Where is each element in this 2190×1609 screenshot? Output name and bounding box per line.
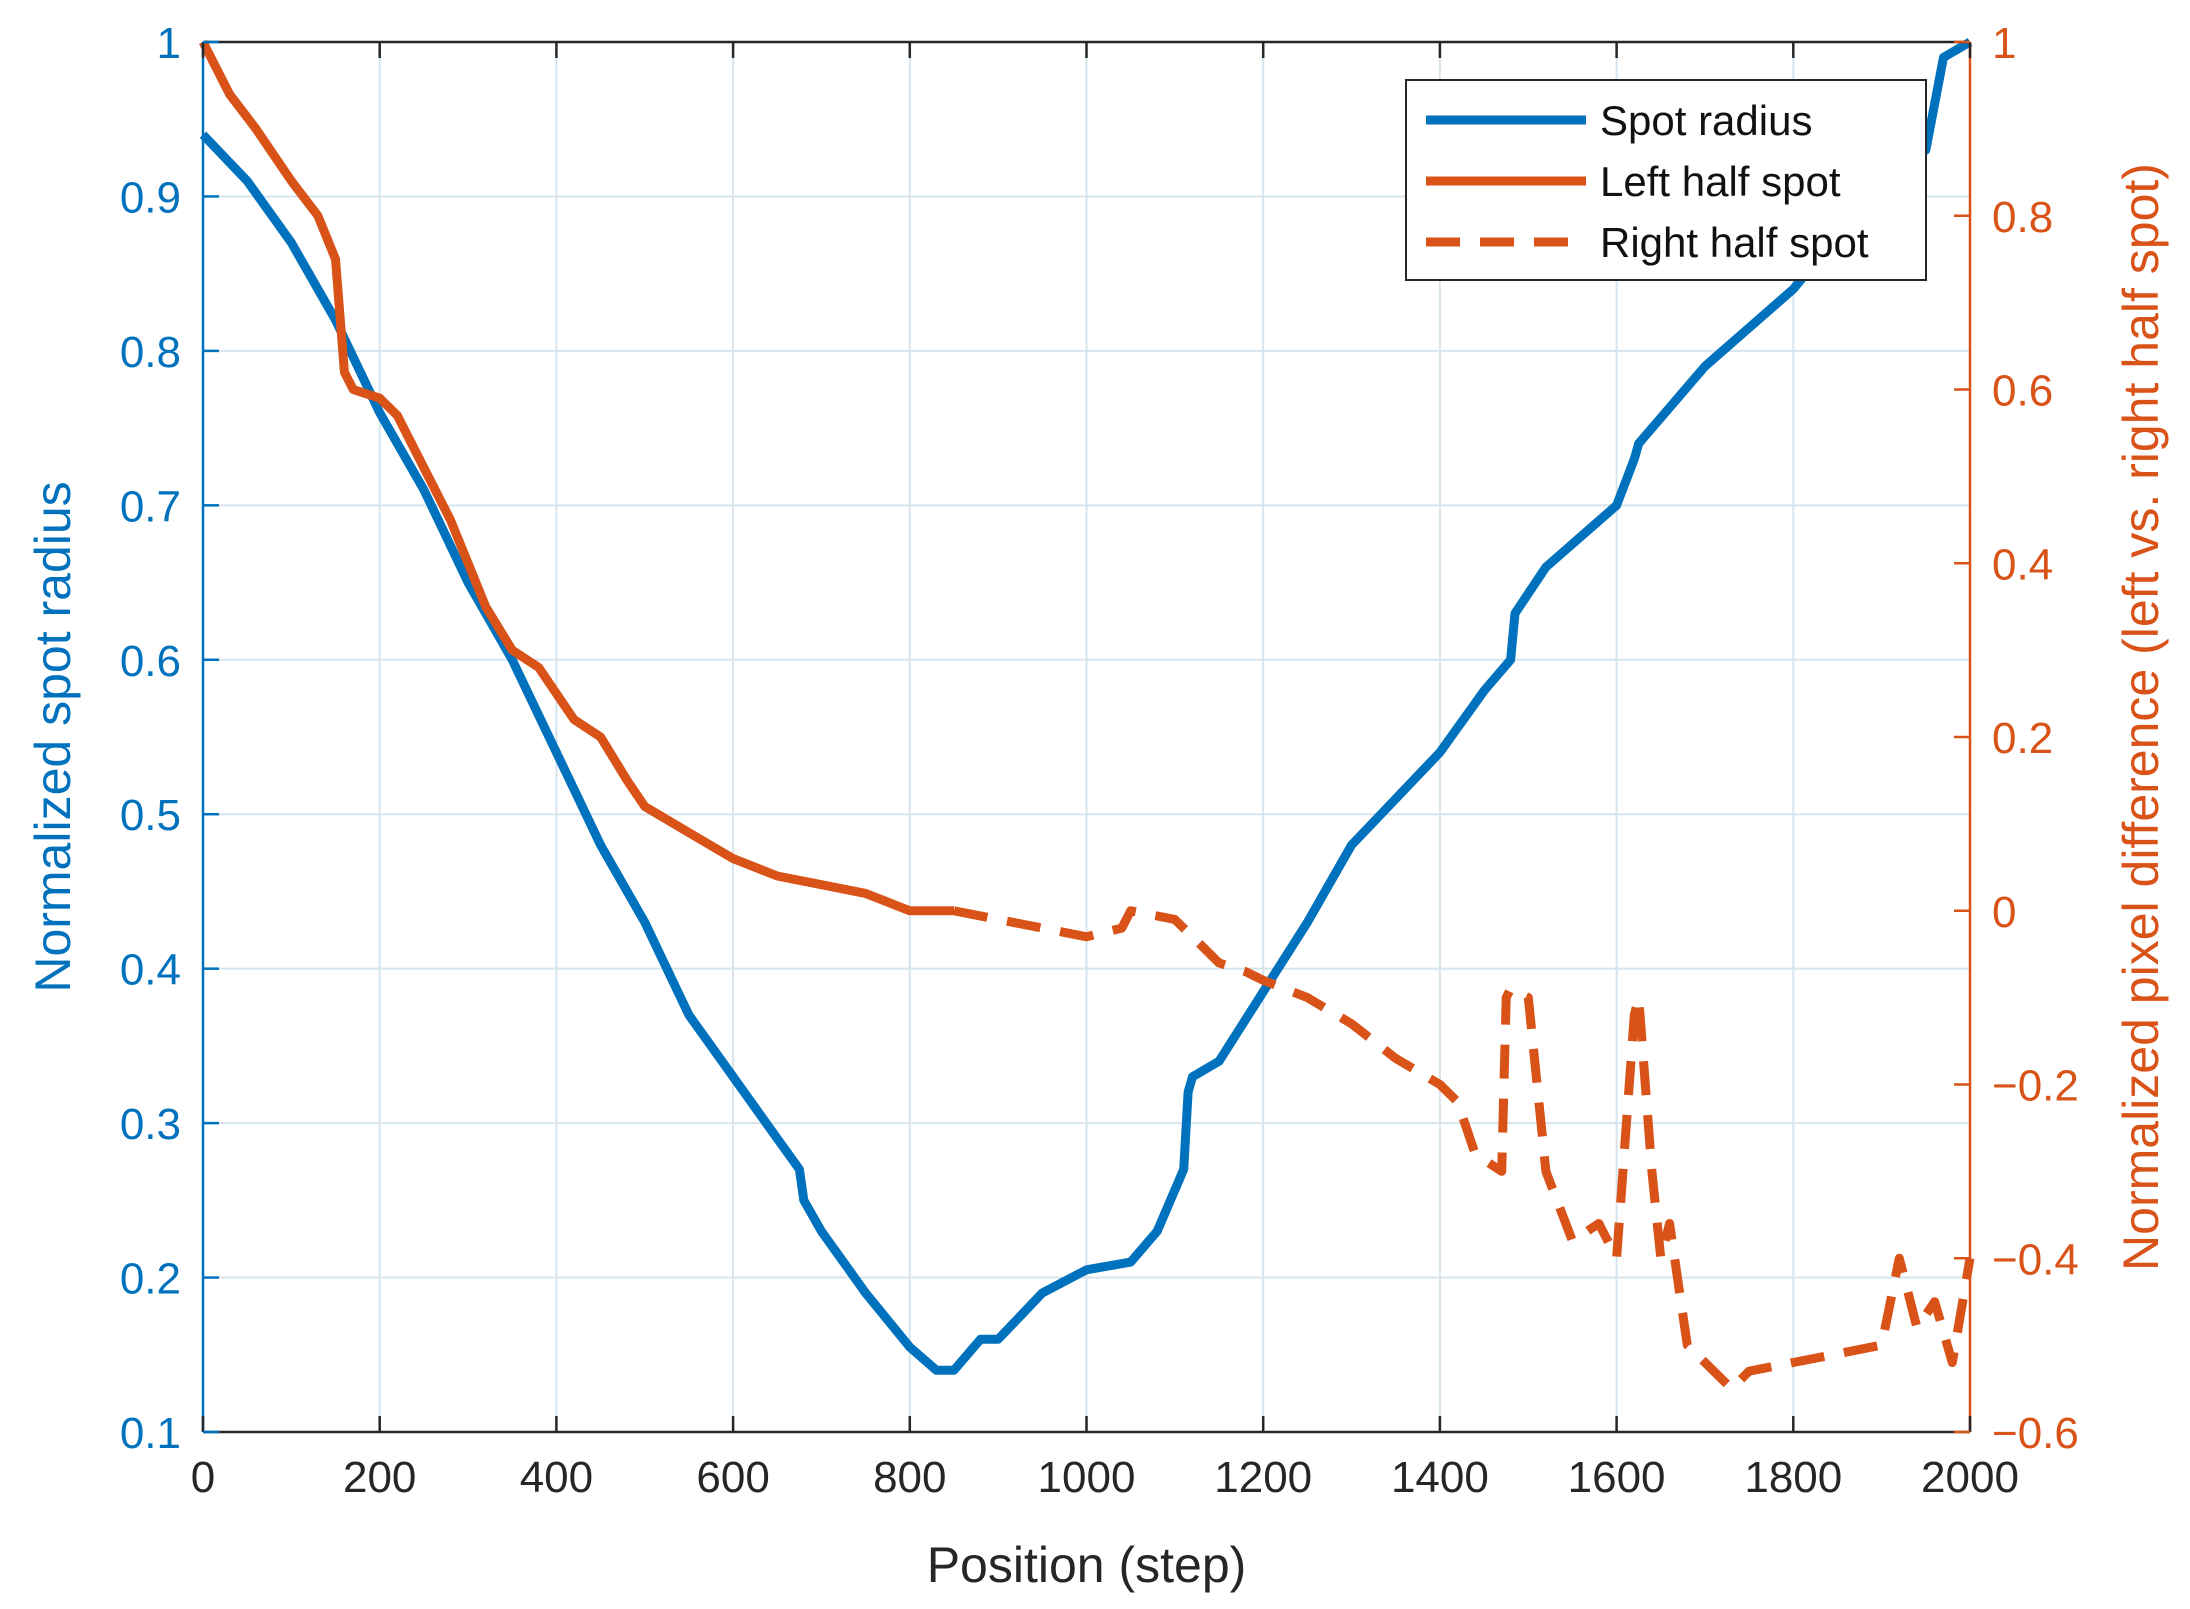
series-right-half-spot bbox=[953, 906, 1975, 1394]
x-tick-label-9: 1800 bbox=[1744, 1453, 1842, 1502]
x-tick-label-0: 0 bbox=[191, 1453, 215, 1502]
right-y-tick-label-2: −0.2 bbox=[1992, 1062, 2079, 1111]
left-y-tick-label-5: 0.6 bbox=[120, 637, 181, 686]
x-tick-label-7: 1400 bbox=[1391, 1453, 1489, 1502]
legend: Spot radius Left half spot Right half sp… bbox=[1405, 79, 1927, 281]
left-y-tick-label-6: 0.7 bbox=[120, 482, 181, 531]
x-tick-label-1: 200 bbox=[343, 1453, 416, 1502]
x-tick-label-5: 1000 bbox=[1038, 1453, 1136, 1502]
right-y-tick-label-3: 0 bbox=[1992, 888, 2016, 937]
left-y-tick-label-9: 1 bbox=[157, 19, 181, 68]
right-y-tick-label-6: 0.6 bbox=[1992, 367, 2053, 416]
x-axis-title: Position (step) bbox=[927, 1537, 1247, 1593]
left-y-tick-label-8: 0.9 bbox=[120, 173, 181, 222]
right-y-axis-title: Normalized pixel difference (left vs. ri… bbox=[2113, 163, 2169, 1271]
series-left-half-spot bbox=[198, 39, 954, 916]
x-tick-label-8: 1600 bbox=[1568, 1453, 1666, 1502]
legend-label-right-half-spot: Right half spot bbox=[1600, 219, 1869, 266]
legend-label-left-half-spot: Left half spot bbox=[1600, 158, 1841, 205]
x-tick-label-2: 400 bbox=[520, 1453, 593, 1502]
x-tick-label-4: 800 bbox=[873, 1453, 946, 1502]
left-y-tick-label-4: 0.5 bbox=[120, 791, 181, 840]
series-spot-radius bbox=[199, 38, 1973, 1375]
right-y-tick-label-0: −0.6 bbox=[1992, 1409, 2079, 1458]
left-y-axis-title: Normalized spot radius bbox=[25, 481, 81, 992]
left-y-tick-label-2: 0.3 bbox=[120, 1100, 181, 1149]
right-y-tick-label-8: 1 bbox=[1992, 19, 2016, 68]
series-lines bbox=[198, 38, 1975, 1394]
left-y-tick-label-0: 0.1 bbox=[120, 1409, 181, 1458]
x-tick-label-3: 600 bbox=[696, 1453, 769, 1502]
left-y-tick-label-7: 0.8 bbox=[120, 328, 181, 377]
legend-label-spot-radius: Spot radius bbox=[1600, 97, 1812, 144]
x-tick-label-10: 2000 bbox=[1921, 1453, 2019, 1502]
x-tick-label-6: 1200 bbox=[1214, 1453, 1312, 1502]
right-y-tick-label-5: 0.4 bbox=[1992, 540, 2053, 589]
left-y-tick-label-3: 0.4 bbox=[120, 946, 181, 995]
right-y-tick-label-1: −0.4 bbox=[1992, 1235, 2079, 1284]
axes bbox=[201, 40, 1972, 1434]
right-y-tick-label-4: 0.2 bbox=[1992, 714, 2053, 763]
tick-labels: 0 200 400 600 800 1000 1200 1400 1600 1800 2000 0.1… bbox=[120, 19, 2079, 1502]
left-y-tick-label-1: 0.2 bbox=[120, 1255, 181, 1304]
right-y-tick-label-7: 0.8 bbox=[1992, 193, 2053, 242]
